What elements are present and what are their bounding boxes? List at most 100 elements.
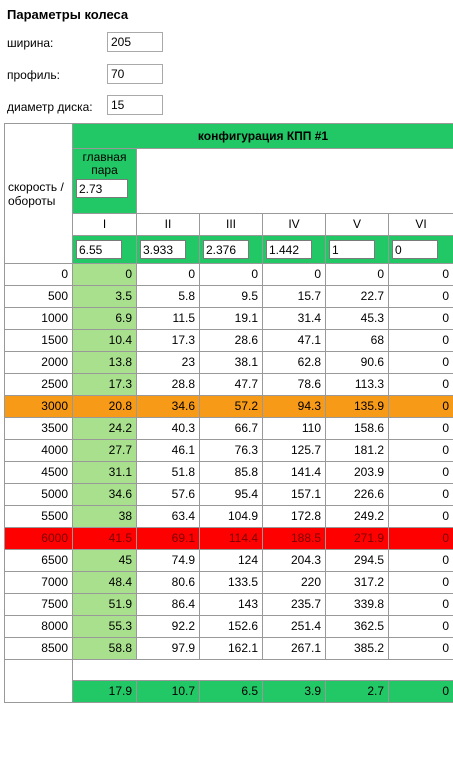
rpm-cell: 2500	[4, 373, 73, 396]
gear-ratio-input-6[interactable]	[392, 240, 438, 259]
speed-cell: 90.6	[325, 351, 389, 374]
profile-label: профиль:	[7, 68, 61, 82]
speed-cell: 11.5	[136, 307, 200, 330]
rpm-cell: 5500	[4, 505, 73, 528]
speed-cell: 85.8	[199, 461, 263, 484]
speed-cell: 31.1	[72, 461, 137, 484]
table-row: 8000 55.3 92.2 152.6 251.4 362.5 0	[4, 615, 453, 638]
speed-cell: 78.6	[262, 373, 326, 396]
table-row: 500 3.5 5.8 9.5 15.7 22.7 0	[4, 285, 453, 308]
speed-cell: 9.5	[199, 285, 263, 308]
speed-cell: 46.1	[136, 439, 200, 462]
speed-cell: 226.6	[325, 483, 389, 506]
gear-header-5: V	[325, 213, 389, 236]
speed-cell: 0	[387, 527, 453, 550]
speed-cell: 0	[387, 549, 453, 572]
gear-ratio-input-5[interactable]	[329, 240, 375, 259]
table-row: 4500 31.1 51.8 85.8 141.4 203.9 0	[4, 461, 453, 484]
gear-ratio-input-1[interactable]	[76, 240, 122, 259]
main-pair-cell: главная пара	[72, 148, 137, 214]
speed-cell: 294.5	[325, 549, 389, 572]
table-row: 5000 34.6 57.6 95.4 157.1 226.6 0	[4, 483, 453, 506]
rpm-cell: 6000	[4, 527, 73, 550]
speed-cell: 66.7	[199, 417, 263, 440]
speed-cell: 0	[387, 439, 453, 462]
gear-header-6: VI	[387, 213, 453, 236]
speed-cell: 23	[136, 351, 200, 374]
speed-cell: 76.3	[199, 439, 263, 462]
diameter-input[interactable]	[107, 95, 163, 115]
speed-cell: 68	[325, 329, 389, 352]
speed-cell: 203.9	[325, 461, 389, 484]
speed-cell: 10.4	[72, 329, 137, 352]
rpm-cell: 6500	[4, 549, 73, 572]
speed-cell: 0	[387, 505, 453, 528]
table-row: 6000 41.5 69.1 114.4 188.5 271.9 0	[4, 527, 453, 550]
gear-header-3: III	[199, 213, 263, 236]
speed-cell: 0	[387, 351, 453, 374]
width-input[interactable]	[107, 32, 163, 52]
gearbox-table: скорость / обороты конфигурация КПП #1 г…	[4, 123, 453, 703]
speed-cell: 57.2	[199, 395, 263, 418]
rpm-cell: 1000	[4, 307, 73, 330]
footer-spacer	[71, 659, 453, 681]
speed-cell: 45.3	[325, 307, 389, 330]
speed-cell: 158.6	[325, 417, 389, 440]
main-pair-input[interactable]	[76, 179, 128, 198]
table-row: 8500 58.8 97.9 162.1 267.1 385.2 0	[4, 637, 453, 660]
speed-cell: 339.8	[325, 593, 389, 616]
speed-cell: 17.3	[72, 373, 137, 396]
gear-header-4: IV	[262, 213, 326, 236]
speed-cell: 47.1	[262, 329, 326, 352]
speed-cell: 51.9	[72, 593, 137, 616]
rpm-cell: 0	[4, 263, 73, 286]
gear-ratio-input-4[interactable]	[266, 240, 312, 259]
main-pair-label: главная пара	[82, 150, 127, 177]
profile-input[interactable]	[107, 64, 163, 84]
gear-ratio-cell	[387, 235, 453, 264]
speed-cell: 124	[199, 549, 263, 572]
speed-cell: 317.2	[325, 571, 389, 594]
speed-cell: 74.9	[136, 549, 200, 572]
gear-ratio-input-3[interactable]	[203, 240, 249, 259]
footer-cell: 0	[387, 680, 453, 703]
speed-cell: 271.9	[325, 527, 389, 550]
speed-cell: 34.6	[72, 483, 137, 506]
speed-cell: 86.4	[136, 593, 200, 616]
speed-cell: 92.2	[136, 615, 200, 638]
speed-cell: 143	[199, 593, 263, 616]
speed-cell: 235.7	[262, 593, 326, 616]
speed-cell: 204.3	[262, 549, 326, 572]
speed-cell: 181.2	[325, 439, 389, 462]
speed-cell: 0	[387, 593, 453, 616]
speed-cell: 110	[262, 417, 326, 440]
table-row: 2000 13.8 23 38.1 62.8 90.6 0	[4, 351, 453, 374]
speed-cell: 20.8	[72, 395, 137, 418]
speed-cell: 0	[387, 307, 453, 330]
gear-ratio-cell	[199, 235, 263, 264]
speed-cell: 80.6	[136, 571, 200, 594]
gear-ratio-cell	[262, 235, 326, 264]
rpm-cell: 1500	[4, 329, 73, 352]
speed-cell: 38	[72, 505, 137, 528]
speed-cell: 162.1	[199, 637, 263, 660]
footer-cell: 3.9	[262, 680, 326, 703]
speed-cell: 385.2	[325, 637, 389, 660]
speed-cell: 63.4	[136, 505, 200, 528]
wheel-params-title: Параметры колеса	[7, 7, 129, 22]
speed-cell: 48.4	[72, 571, 137, 594]
gear-ratio-input-2[interactable]	[140, 240, 186, 259]
table-row: 7500 51.9 86.4 143 235.7 339.8 0	[4, 593, 453, 616]
table-row: 4000 27.7 46.1 76.3 125.7 181.2 0	[4, 439, 453, 462]
speed-cell: 220	[262, 571, 326, 594]
rpm-cell: 3500	[4, 417, 73, 440]
rpm-cell: 4000	[4, 439, 73, 462]
speed-cell: 152.6	[199, 615, 263, 638]
speed-cell: 97.9	[136, 637, 200, 660]
speed-cell: 69.1	[136, 527, 200, 550]
footer-cell: 17.9	[72, 680, 137, 703]
speed-cell: 22.7	[325, 285, 389, 308]
rpm-cell: 8500	[4, 637, 73, 660]
speed-cell: 0	[72, 263, 137, 286]
